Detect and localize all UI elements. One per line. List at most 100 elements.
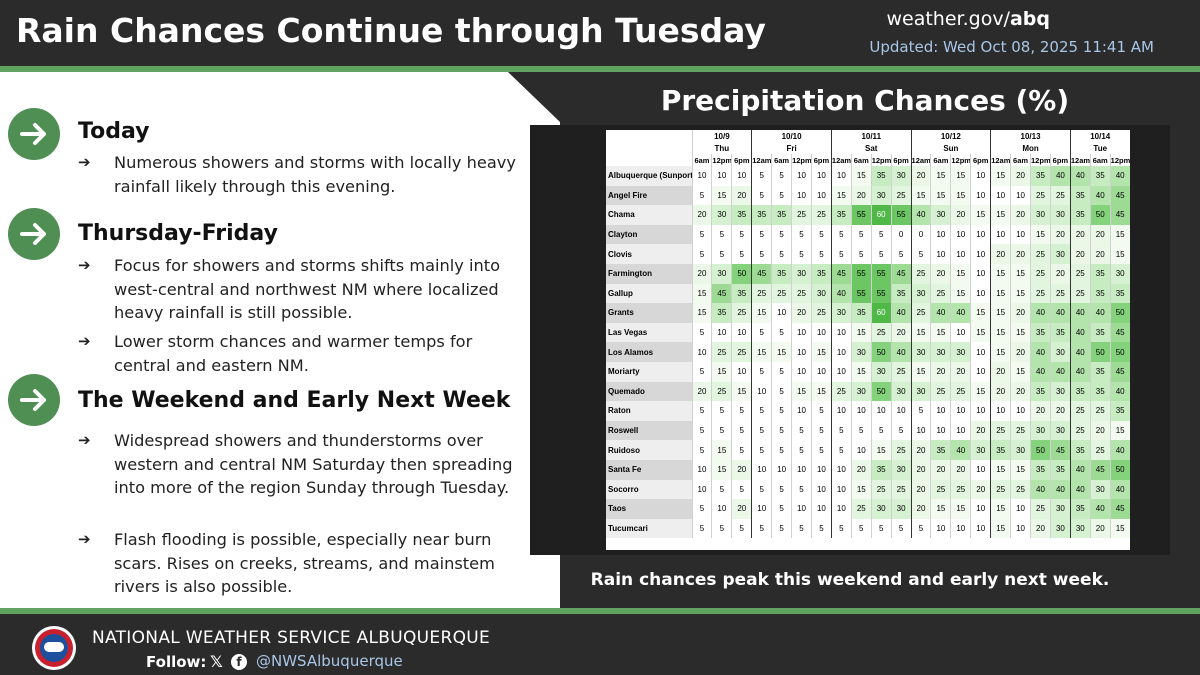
- value-cell: 35: [1090, 322, 1111, 343]
- value-cell: 20: [911, 440, 932, 460]
- time-header: 12pm: [871, 154, 892, 166]
- value-cell: 15: [990, 205, 1012, 225]
- value-cell: 5: [731, 420, 753, 441]
- value-cell: 15: [911, 322, 932, 343]
- value-cell: 10: [1010, 499, 1032, 519]
- value-cell: 25: [1030, 283, 1051, 304]
- value-cell: 35: [1090, 381, 1111, 402]
- value-cell: 10: [930, 518, 952, 539]
- value-cell: 40: [1030, 342, 1051, 362]
- value-cell: 50: [1110, 342, 1130, 362]
- value-cell: 40: [1030, 361, 1051, 382]
- value-cell: 45: [891, 263, 912, 284]
- value-cell: 15: [851, 166, 872, 186]
- value-cell: 10: [950, 401, 972, 421]
- site-url[interactable]: weather.gov/abq: [886, 8, 1050, 30]
- location-cell: Ruidoso: [606, 440, 693, 460]
- value-cell: 40: [1090, 303, 1111, 323]
- value-cell: 40: [1070, 322, 1091, 343]
- value-cell: 20: [1070, 224, 1091, 245]
- value-cell: 25: [950, 479, 972, 500]
- value-cell: 55: [851, 263, 872, 284]
- header-bar: Rain Chances Continue through Tuesday we…: [0, 0, 1200, 66]
- bullet-item: ➔ Lower storm chances and warmer temps f…: [78, 330, 518, 377]
- facebook-icon[interactable]: f: [231, 654, 247, 670]
- value-cell: 10: [970, 185, 992, 206]
- value-cell: 20: [970, 420, 992, 441]
- value-cell: 15: [1110, 420, 1130, 441]
- value-cell: 30: [1030, 205, 1051, 225]
- value-cell: 20: [990, 361, 1012, 382]
- value-cell: 5: [811, 518, 832, 539]
- value-cell: 10: [950, 420, 972, 441]
- chart-caption: Rain chances peak this weekend and early…: [590, 570, 1110, 590]
- value-cell: 10: [970, 244, 992, 264]
- value-cell: 30: [1090, 479, 1111, 500]
- value-cell: 20: [1030, 518, 1051, 539]
- value-cell: 55: [871, 263, 892, 284]
- value-cell: 25: [731, 303, 753, 323]
- location-cell: Los Alamos: [606, 342, 693, 362]
- value-cell: 35: [1110, 401, 1130, 421]
- value-cell: 5: [771, 440, 793, 460]
- value-cell: 30: [1050, 205, 1071, 225]
- value-cell: 50: [1110, 459, 1130, 480]
- bullet-item: ➔ Focus for showers and storms shifts ma…: [78, 254, 518, 325]
- value-cell: 15: [970, 303, 992, 323]
- value-cell: 5: [851, 244, 872, 264]
- value-cell: 20: [692, 263, 713, 284]
- value-cell: 25: [811, 205, 832, 225]
- value-cell: 40: [950, 440, 972, 460]
- value-cell: 55: [891, 205, 912, 225]
- value-cell: 15: [811, 342, 832, 362]
- value-cell: 40: [1070, 459, 1091, 480]
- value-cell: 10: [771, 303, 793, 323]
- value-cell: 10: [851, 440, 872, 460]
- value-cell: 15: [1110, 244, 1130, 264]
- table-row: Grants 15 35 25 15 10 20 25 30 35 60 40 25 40 40 15 15 20…: [606, 303, 1130, 323]
- value-cell: 10: [791, 322, 812, 343]
- value-cell: 10: [791, 342, 812, 362]
- value-cell: 45: [1110, 185, 1130, 206]
- date-header: 10/11: [831, 130, 912, 142]
- value-cell: 15: [950, 263, 972, 284]
- value-cell: 15: [831, 185, 852, 206]
- value-cell: 35: [891, 283, 912, 304]
- time-header: 12pm: [1110, 154, 1130, 166]
- date-header: 10/12: [911, 130, 992, 142]
- value-cell: 15: [990, 459, 1012, 480]
- value-cell: 30: [1010, 440, 1032, 460]
- value-cell: 10: [751, 459, 773, 480]
- value-cell: 5: [751, 479, 773, 500]
- table-row: Las Vegas 5 10 10 5 5 10 10 10 15 25 20 15 15 10 15 15 15…: [606, 322, 1130, 343]
- value-cell: 20: [791, 303, 812, 323]
- social-handle[interactable]: @NWSAlbuquerque: [256, 652, 403, 670]
- value-cell: 20: [1030, 401, 1051, 421]
- value-cell: 10: [930, 401, 952, 421]
- x-social-icon[interactable]: 𝕏: [210, 652, 223, 671]
- value-cell: 5: [711, 244, 733, 264]
- value-cell: 5: [692, 244, 713, 264]
- value-cell: 25: [791, 283, 812, 304]
- value-cell: 5: [911, 518, 932, 539]
- value-cell: 25: [1070, 263, 1091, 284]
- location-cell: Grants: [606, 303, 693, 323]
- time-header: 12pm: [791, 154, 812, 166]
- value-cell: 5: [871, 518, 892, 539]
- value-cell: 30: [911, 381, 932, 402]
- value-cell: 15: [1110, 224, 1130, 245]
- value-cell: 15: [711, 459, 733, 480]
- value-cell: 45: [751, 263, 773, 284]
- value-cell: 10: [791, 185, 812, 206]
- value-cell: 25: [871, 322, 892, 343]
- value-cell: 10: [950, 224, 972, 245]
- value-cell: 15: [711, 440, 733, 460]
- value-cell: 5: [771, 479, 793, 500]
- value-cell: 30: [1070, 518, 1091, 539]
- value-cell: 10: [692, 479, 713, 500]
- value-cell: 5: [911, 244, 932, 264]
- bullet-text: Numerous showers and storms with locally…: [114, 153, 516, 196]
- table-row: Santa Fe 10 15 20 10 10 10 10 10 20 35 30 20 20 20 10 15…: [606, 459, 1130, 480]
- value-cell: 10: [711, 322, 733, 343]
- location-cell: Santa Fe: [606, 459, 693, 480]
